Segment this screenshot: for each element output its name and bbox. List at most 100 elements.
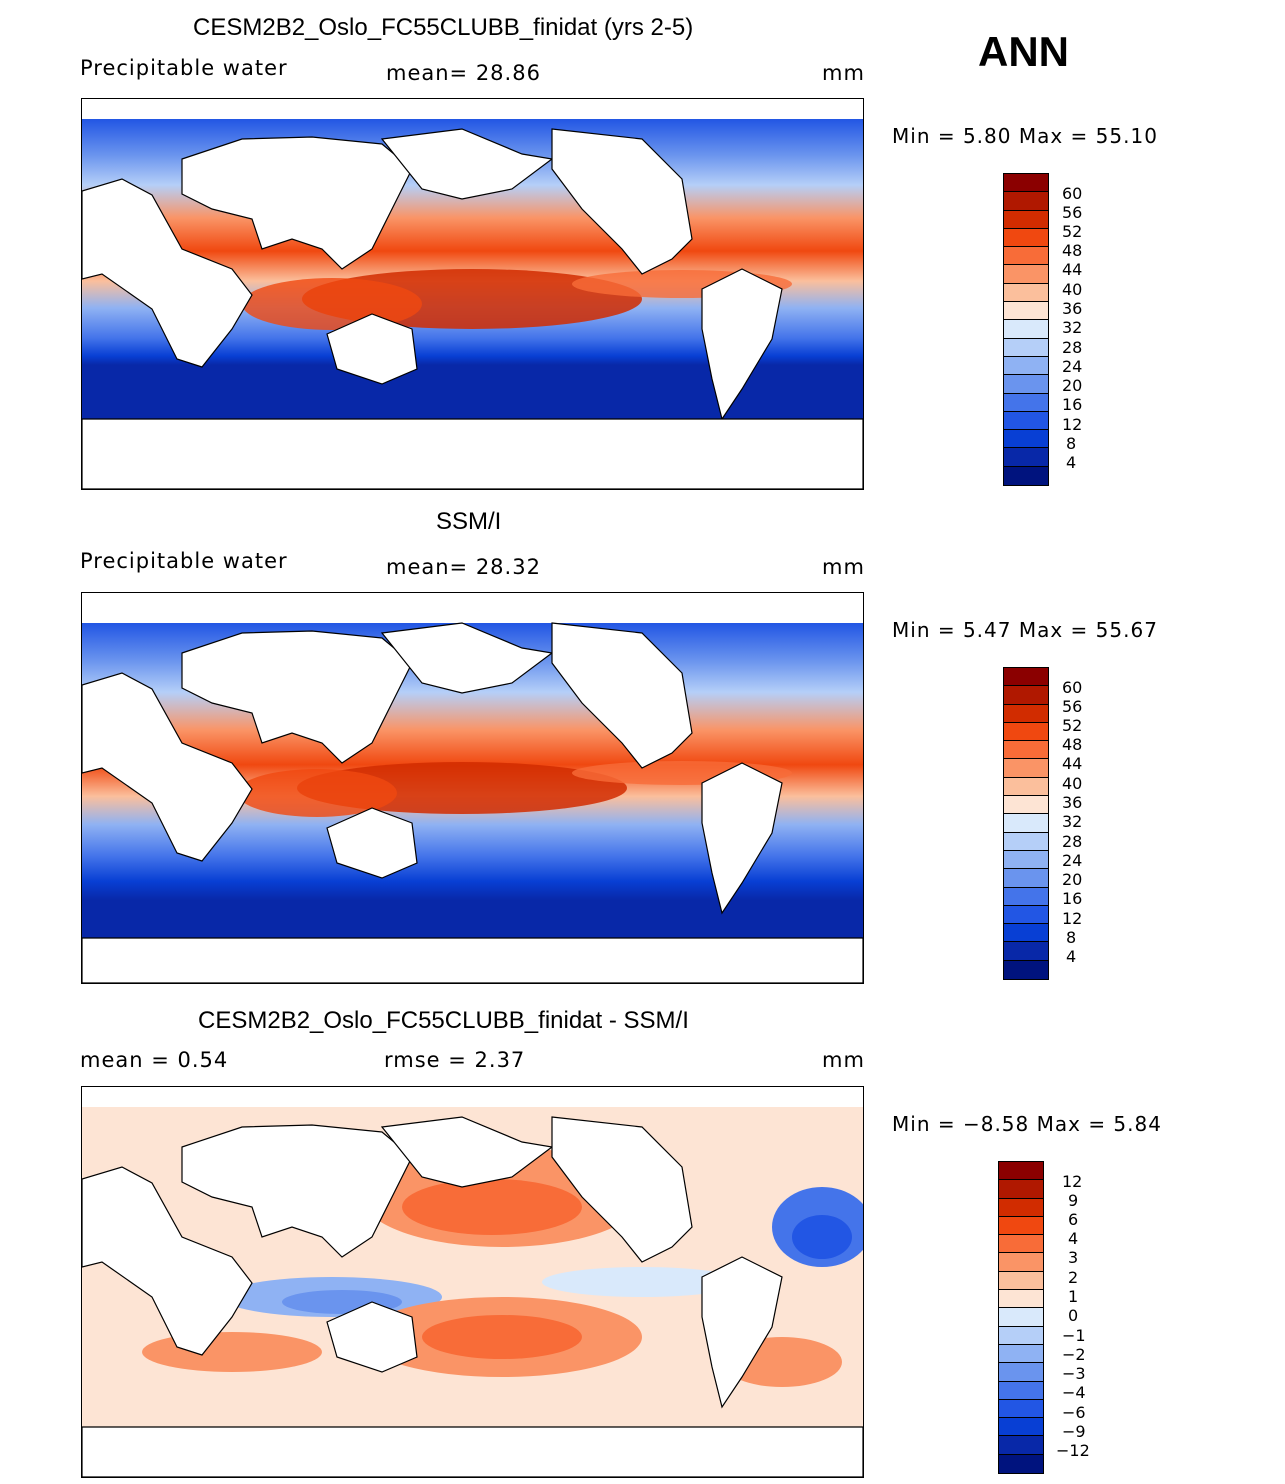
- colorbar-cell: [999, 1216, 1043, 1236]
- tick-label: 48: [1062, 735, 1083, 754]
- colorbar-cell: [1004, 228, 1048, 248]
- colorbar-cell: [999, 1436, 1043, 1455]
- tick-label: −2: [1062, 1345, 1086, 1364]
- variable-label: Precipitable water: [80, 56, 288, 80]
- tick-label: 3: [1068, 1248, 1079, 1267]
- tick-label: 52: [1062, 716, 1083, 735]
- colorbar-cell: [999, 1326, 1043, 1345]
- tick-label: 0: [1068, 1306, 1079, 1325]
- tick-label: 44: [1062, 260, 1083, 279]
- tick-label: 16: [1062, 395, 1083, 414]
- colorbar-cell: [999, 1271, 1043, 1291]
- tick-label: 28: [1062, 338, 1083, 357]
- colorbar-cell: [999, 1180, 1043, 1199]
- panel-title: CESM2B2_Oslo_FC55CLUBB_finidat - SSM/I: [198, 1007, 689, 1034]
- colorbar: [1003, 173, 1049, 487]
- tick-label: 56: [1062, 203, 1083, 222]
- tick-label: 56: [1062, 697, 1083, 716]
- tick-label: 24: [1062, 851, 1083, 870]
- mean-label: mean= 28.86: [386, 61, 541, 85]
- colorbar-cell: [999, 1363, 1043, 1382]
- colorbar: [1003, 667, 1049, 981]
- tick-label: 2: [1068, 1268, 1079, 1287]
- units-label: mm: [822, 1048, 865, 1072]
- colorbar-cell: [1004, 887, 1048, 906]
- colorbar-cell: [1004, 759, 1048, 778]
- colorbar-cell: [1004, 283, 1048, 303]
- colorbar-cell: [1004, 796, 1048, 815]
- colorbar-cell: [1004, 338, 1048, 357]
- tick-label: 32: [1062, 812, 1083, 831]
- tick-label: 12: [1062, 415, 1083, 434]
- colorbar-cell: [1004, 302, 1048, 321]
- tick-label: 44: [1062, 754, 1083, 773]
- tick-label: −9: [1062, 1422, 1086, 1441]
- mean-label: mean= 28.32: [386, 555, 541, 579]
- tick-label: 60: [1062, 678, 1083, 697]
- tick-label: 40: [1062, 774, 1083, 793]
- colorbar-cell: [1004, 905, 1048, 925]
- colorbar-cell: [1004, 174, 1048, 193]
- colorbar-cell: [999, 1454, 1043, 1474]
- colorbar-cell: [1004, 942, 1048, 961]
- tick-label: 12: [1062, 909, 1083, 928]
- tick-label: −3: [1062, 1364, 1086, 1383]
- tick-label: 6: [1068, 1210, 1079, 1229]
- panel-title: SSM/I: [436, 508, 502, 535]
- model-map: [81, 98, 864, 490]
- colorbar: [998, 1161, 1044, 1475]
- units-label: mm: [822, 61, 865, 85]
- tick-label: 4: [1066, 947, 1077, 966]
- tick-label: 4: [1066, 453, 1077, 472]
- tick-label: 16: [1062, 889, 1083, 908]
- colorbar-cell: [999, 1162, 1043, 1181]
- tick-label: 1: [1068, 1287, 1079, 1306]
- colorbar-cell: [1004, 265, 1048, 284]
- colorbar-cell: [1004, 192, 1048, 211]
- tick-label: 60: [1062, 184, 1083, 203]
- tick-label: 24: [1062, 357, 1083, 376]
- colorbar-cell: [1004, 814, 1048, 833]
- panel-title: CESM2B2_Oslo_FC55CLUBB_finidat (yrs 2-5): [193, 14, 694, 41]
- tick-label: −4: [1062, 1383, 1086, 1402]
- season-label: ANN: [978, 28, 1069, 75]
- diff-mean-label: mean = 0.54: [80, 1048, 229, 1072]
- colorbar-cell: [999, 1344, 1043, 1364]
- colorbar-cell: [1004, 375, 1048, 394]
- tick-label: 9: [1068, 1191, 1079, 1210]
- tick-label: 28: [1062, 832, 1083, 851]
- rmse-label: rmse = 2.37: [384, 1048, 526, 1072]
- difference-map: [81, 1086, 864, 1478]
- tick-label: 8: [1066, 928, 1077, 947]
- colorbar-cell: [999, 1235, 1043, 1254]
- colorbar-cell: [1004, 668, 1048, 687]
- colorbar-cell: [999, 1399, 1043, 1419]
- tick-label: 20: [1062, 376, 1083, 395]
- colorbar-cell: [1004, 448, 1048, 467]
- colorbar-cell: [1004, 466, 1048, 486]
- min-max-label: Min = −8.58 Max = 5.84: [892, 1112, 1162, 1136]
- colorbar-cell: [1004, 686, 1048, 705]
- tick-label: 48: [1062, 241, 1083, 260]
- tick-label: 40: [1062, 280, 1083, 299]
- colorbar-cell: [1004, 741, 1048, 760]
- tick-label: 12: [1062, 1172, 1083, 1191]
- variable-label: Precipitable water: [80, 549, 288, 573]
- colorbar-cell: [1004, 832, 1048, 851]
- tick-label: 32: [1062, 318, 1083, 337]
- tick-label: −1: [1062, 1326, 1086, 1345]
- colorbar-cell: [1004, 320, 1048, 339]
- colorbar-cell: [1004, 247, 1048, 266]
- colorbar-cell: [1004, 850, 1048, 870]
- colorbar-cell: [1004, 722, 1048, 742]
- min-max-label: Min = 5.80 Max = 55.10: [892, 124, 1158, 148]
- colorbar-cell: [1004, 411, 1048, 431]
- colorbar-cell: [1004, 356, 1048, 376]
- tick-label: 52: [1062, 222, 1083, 241]
- colorbar-cell: [1004, 777, 1048, 797]
- tick-label: 4: [1068, 1229, 1079, 1248]
- colorbar-cell: [1004, 924, 1048, 943]
- colorbar-cell: [999, 1418, 1043, 1437]
- colorbar-cell: [999, 1198, 1043, 1217]
- obs-map: [81, 592, 864, 984]
